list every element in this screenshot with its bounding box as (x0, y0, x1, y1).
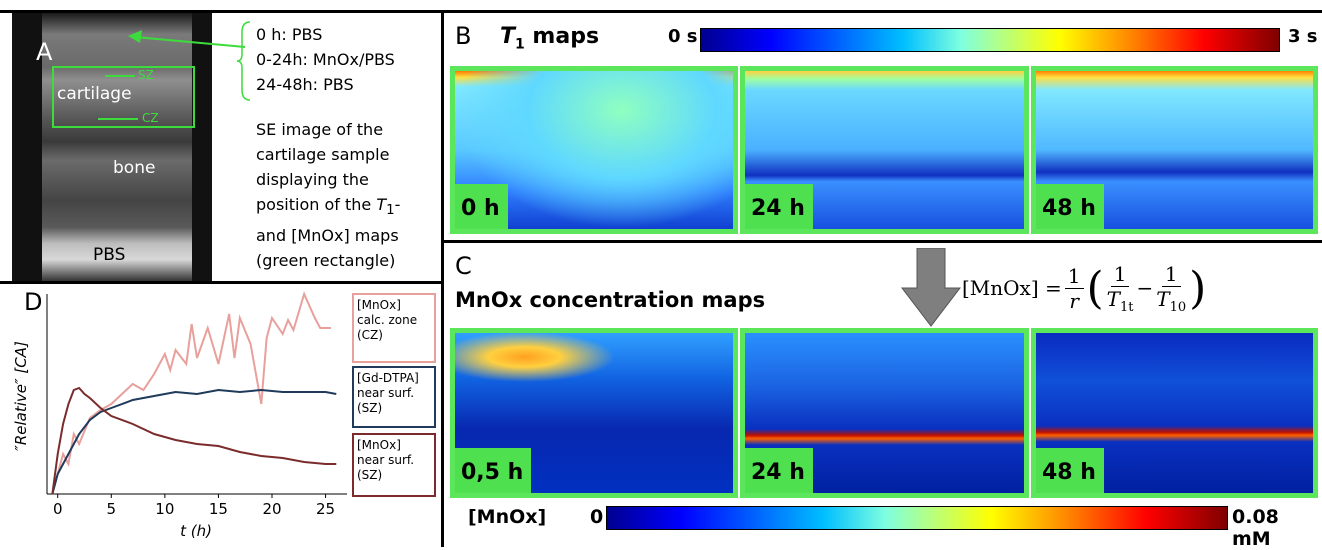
legend-line: 0-24h: MnOx/PBS (256, 47, 395, 72)
sz-label: SZ (138, 68, 154, 82)
colorbar (700, 28, 1280, 52)
formula-text: 1t (1120, 300, 1134, 315)
legend-line: 0 h: PBS (256, 22, 395, 47)
frame (441, 10, 444, 547)
caption-line: and [MnOx] maps (256, 223, 400, 248)
formula-text: 1 (1111, 262, 1130, 287)
formula-text: T (1156, 287, 1169, 311)
frame (443, 240, 1322, 243)
bone-label: bone (113, 158, 155, 178)
page: A SZ CZ cartilage bone PBS 0 h: PBS 0-24… (0, 0, 1322, 547)
map-label: 48 h (1036, 184, 1104, 229)
caption-sub: 1 (386, 203, 394, 218)
colorbar (606, 506, 1228, 530)
legend-entry: [Gd-DTPA] near surf. (SZ) (352, 366, 436, 428)
colorbar-min: 0 s (668, 26, 698, 47)
panel-label: A (36, 38, 52, 66)
pointer-arrow (100, 25, 250, 65)
x-tick-label: 0 (53, 500, 63, 518)
formula-text: 10 (1170, 300, 1187, 315)
caption-line: position of the T1- (256, 192, 400, 223)
panel-title: T1 maps (500, 24, 599, 52)
map-label: 24 h (745, 184, 813, 229)
legend-entry: [MnOx] near surf. (SZ) (352, 433, 436, 497)
map-label: 0 h (455, 184, 508, 229)
x-tick-label: 15 (209, 500, 228, 518)
formula-text: [MnOx] (962, 276, 1039, 300)
caption: SE image of the cartilage sample display… (256, 117, 400, 273)
legend-line: 24-48h: PBS (256, 72, 395, 97)
mnox-map: 24 h (740, 328, 1029, 498)
caption-line: displaying the (256, 167, 400, 192)
title-sub: 1 (515, 36, 525, 52)
panel-label: B (455, 22, 471, 50)
map-label: 0,5 h (455, 448, 531, 493)
caption-text: position of the (256, 195, 376, 214)
colorbar-label: [MnOx] (468, 506, 546, 528)
panel-label: D (24, 288, 42, 316)
formula-text: = (1045, 276, 1062, 300)
colorbar-max: 3 s (1288, 26, 1318, 47)
x-tick-label: 10 (155, 500, 174, 518)
title-symbol: T (500, 24, 515, 49)
formula-text: ) (1189, 263, 1206, 314)
colorbar-max: 0.08 mM (1232, 506, 1322, 550)
arrow (900, 248, 962, 328)
caption-text: - (395, 195, 401, 214)
formula-text: 1 (1162, 262, 1181, 287)
formula-text: r (1069, 289, 1079, 313)
sz-line (105, 75, 135, 77)
cz-label: CZ (142, 111, 159, 125)
mnox-map: 0,5 h (450, 328, 738, 498)
colorbar-min: 0 (590, 506, 603, 528)
legend: 0 h: PBS 0-24h: MnOx/PBS 24-48h: PBS (256, 22, 395, 97)
cz-line (98, 118, 138, 120)
caption-symbol: T (376, 195, 386, 214)
x-axis-label: t (h) (180, 522, 212, 540)
panel-label: C (455, 252, 472, 280)
formula-text: − (1137, 276, 1154, 300)
pbs-label: PBS (93, 245, 125, 265)
map-label: 48 h (1036, 448, 1104, 493)
t1-map: 24 h (740, 66, 1029, 234)
x-tick-label: 20 (262, 500, 281, 518)
caption-line: (green rectangle) (256, 248, 400, 273)
title-text: maps (525, 24, 599, 49)
formula-text: ( (1087, 263, 1104, 314)
mnox-map: 48 h (1031, 328, 1318, 498)
panel-title: MnOx concentration maps (455, 288, 765, 312)
caption-line: SE image of the (256, 117, 400, 142)
brace (236, 20, 252, 102)
caption-line: cartilage sample (256, 142, 400, 167)
y-axis-label: ″Relative″ [CA] (12, 341, 30, 451)
x-tick-label: 5 (107, 500, 117, 518)
legend-entry: [MnOx] calc. zone (CZ) (352, 293, 436, 363)
formula-text: T (1107, 287, 1120, 311)
t1-map: 48 h (1031, 66, 1318, 234)
x-tick-label: 25 (316, 500, 335, 518)
series-line (52, 388, 336, 494)
series-line (52, 390, 336, 494)
map-label: 24 h (745, 448, 813, 493)
t1-map: 0 h (450, 66, 738, 234)
formula-text: 1 (1065, 264, 1084, 289)
cartilage-label: cartilage (57, 84, 132, 104)
